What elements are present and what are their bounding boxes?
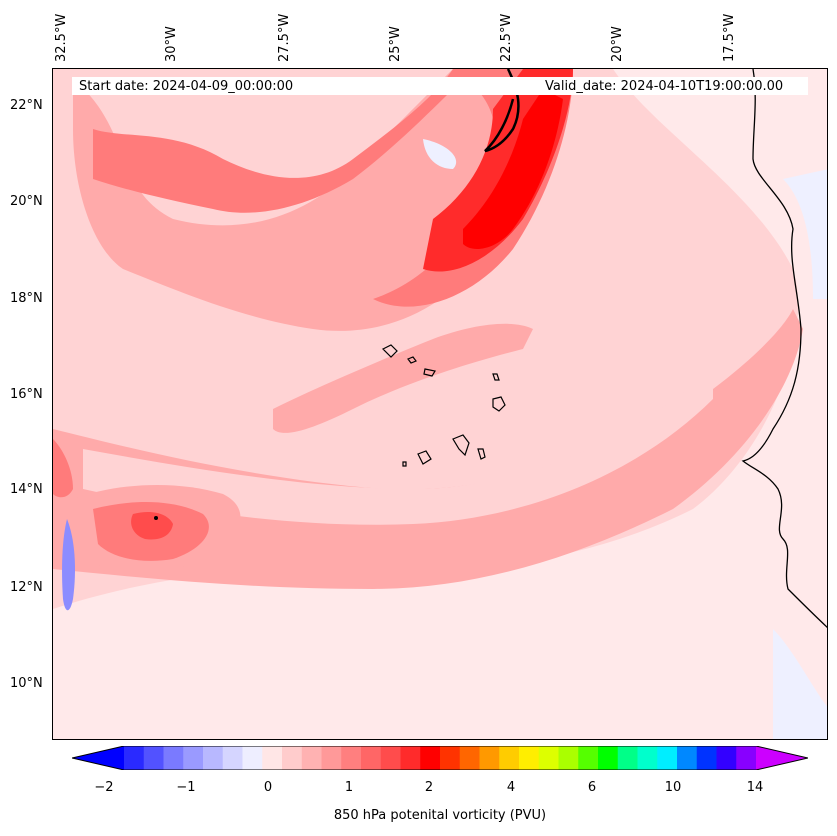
colorbar-swatch	[321, 746, 342, 770]
colorbar-swatch	[282, 746, 303, 770]
colorbar-swatch	[143, 746, 164, 770]
map-panel	[52, 68, 828, 740]
colorbar-swatch	[598, 746, 619, 770]
lat-label-22n: 22°N	[10, 98, 43, 113]
colorbar-swatch	[440, 746, 461, 770]
lat-label-16n: 16°N	[10, 387, 43, 402]
colorbar-swatch	[262, 746, 283, 770]
left-edge-strip	[53, 439, 73, 498]
medium-arc-south	[53, 309, 803, 589]
colorbar-swatch	[420, 746, 441, 770]
negative-patch-north	[423, 139, 457, 169]
lon-label-27.5w: 27.5°W	[277, 13, 292, 62]
negative-patch-ne	[783, 169, 827, 299]
colorbar-swatch	[558, 746, 579, 770]
lon-label-20w: 20°W	[610, 26, 625, 62]
cb-tick-10: 10	[664, 780, 682, 795]
light-band-inner	[83, 369, 713, 525]
info-strip	[72, 77, 808, 95]
west-vortex-center	[154, 516, 158, 520]
colorbar-swatch	[183, 746, 204, 770]
lat-label-10n: 10°N	[10, 676, 43, 691]
cb-tick-6: 6	[587, 780, 597, 795]
cb-tick-4: 4	[506, 780, 516, 795]
cb-tick-1: 1	[344, 780, 354, 795]
colorbar	[72, 746, 808, 770]
colorbar-swatch	[519, 746, 540, 770]
colorbar-swatch	[341, 746, 362, 770]
colorbar-swatch	[696, 746, 717, 770]
colorbar-swatch	[400, 746, 421, 770]
colorbar-swatch	[657, 746, 678, 770]
colorbar-swatch	[222, 746, 243, 770]
colorbar-swatch	[716, 746, 737, 770]
west-vortex-intense	[131, 512, 173, 540]
colorbar-swatch	[538, 746, 559, 770]
colorbar-extend-low	[72, 746, 124, 770]
colorbar-swatch	[361, 746, 382, 770]
lon-label-25w: 25°W	[388, 26, 403, 62]
valid-date-label: Valid_date: 2024-04-10T19:00:00.00	[545, 79, 784, 94]
africa-coastline	[741, 69, 827, 629]
colorbar-swatch	[499, 746, 520, 770]
colorbar-swatch	[479, 746, 500, 770]
medium-diagonal	[273, 323, 533, 433]
negative-patch-se	[773, 629, 827, 739]
core-max	[463, 89, 563, 249]
colorbar-swatch	[459, 746, 480, 770]
lon-label-17.5w: 17.5°W	[722, 13, 737, 62]
cb-tick-neg2: −2	[94, 780, 114, 795]
colorbar-swatch	[637, 746, 658, 770]
lat-label-18n: 18°N	[10, 291, 43, 306]
lon-label-30w: 30°W	[164, 26, 179, 62]
top-landmass	[484, 69, 520, 153]
colorbar-swatch	[617, 746, 638, 770]
lat-label-14n: 14°N	[10, 482, 43, 497]
negative-streak	[62, 519, 75, 611]
colorbar-extend-high	[756, 746, 808, 770]
colorbar-swatch	[301, 746, 322, 770]
cb-tick-2: 2	[424, 780, 434, 795]
colorbar-swatch	[163, 746, 184, 770]
lat-label-20n: 20°N	[10, 194, 43, 209]
lat-label-12n: 12°N	[10, 580, 43, 595]
colorbar-swatch	[124, 746, 145, 770]
colorbar-swatch	[242, 746, 263, 770]
lon-label-22.5w: 22.5°W	[499, 13, 514, 62]
colorbar-swatch	[203, 746, 224, 770]
colorbar-swatch	[578, 746, 599, 770]
colorbar-swatch	[736, 746, 757, 770]
pv-field	[53, 69, 827, 739]
start-date-label: Start date: 2024-04-09_00:00:00	[79, 79, 294, 94]
colorbar-title: 850 hPa potenital vorticity (PVU)	[333, 808, 547, 823]
colorbar-swatch	[677, 746, 698, 770]
cb-tick-neg1: −1	[176, 780, 196, 795]
cape-verde-islands	[381, 344, 506, 467]
colorbar-swatch	[380, 746, 401, 770]
cb-tick-0: 0	[263, 780, 273, 795]
cb-tick-14: 14	[746, 780, 764, 795]
lon-label-32.5w: 32.5°W	[54, 13, 69, 62]
